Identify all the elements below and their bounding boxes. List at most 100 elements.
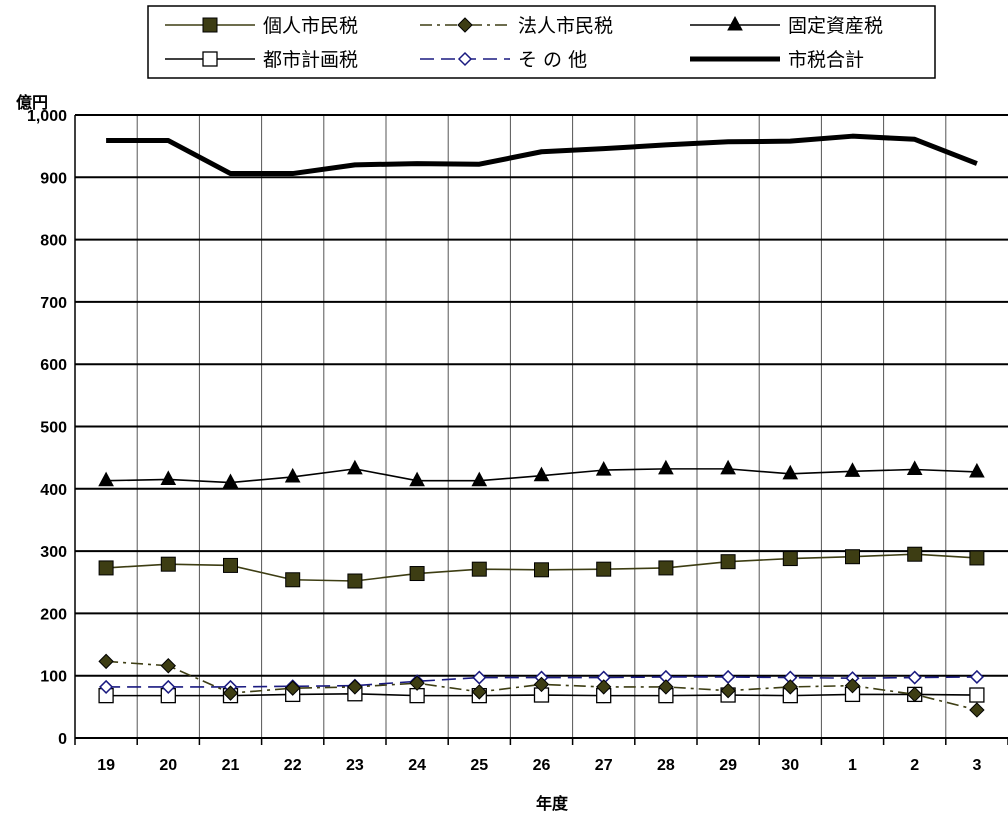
data-point <box>595 679 612 695</box>
data-point <box>284 467 301 483</box>
legend-label: 固定資産税 <box>788 15 883 37</box>
legend-marker <box>727 15 743 31</box>
data-point <box>969 462 985 478</box>
legend-box <box>147 5 936 79</box>
data-point <box>969 687 985 703</box>
data-point <box>720 459 736 475</box>
data-point <box>347 459 363 475</box>
legend-label: 都市計画税 <box>263 49 358 71</box>
data-point <box>347 679 363 695</box>
legend-item: 固定資産税 <box>690 15 883 37</box>
data-point <box>533 676 550 693</box>
data-point <box>471 471 488 487</box>
data-point <box>161 679 176 694</box>
series-lines <box>98 133 985 718</box>
data-point <box>906 686 923 703</box>
data-point <box>223 557 238 573</box>
y-tick-label: 800 <box>40 233 67 250</box>
data-point <box>720 554 736 570</box>
x-tick-label: 20 <box>159 757 177 774</box>
x-tick-label: 23 <box>346 757 364 774</box>
y-tick-label: 300 <box>40 544 67 561</box>
data-point <box>347 573 363 589</box>
series-line <box>106 676 977 688</box>
series-2 <box>98 459 985 489</box>
legend-marker <box>457 51 473 67</box>
legend-label: 法人市民税 <box>518 15 613 37</box>
y-tick-label: 100 <box>40 669 67 686</box>
x-tick-label: 29 <box>719 757 737 774</box>
x-tick-label: 3 <box>972 757 981 774</box>
x-tick-label: 2 <box>910 757 919 774</box>
data-point <box>721 669 736 685</box>
data-point <box>160 470 177 485</box>
y-tick-label: 200 <box>40 606 67 623</box>
data-point <box>160 658 177 674</box>
series-1 <box>98 653 985 718</box>
data-point <box>720 682 736 699</box>
grid-lines <box>75 114 1008 739</box>
data-point <box>99 679 114 694</box>
legend-item: そ の 他 <box>420 49 587 71</box>
data-point <box>782 679 799 695</box>
x-tick-label: 21 <box>222 757 240 774</box>
data-point <box>782 464 799 480</box>
x-tick-label: 28 <box>657 757 675 774</box>
axes <box>74 115 1008 745</box>
data-point <box>658 459 674 475</box>
data-point <box>98 560 114 576</box>
x-tick-label: 19 <box>97 757 115 774</box>
x-axis-title: 年度 <box>536 794 569 813</box>
data-point <box>98 471 114 487</box>
legend-marker <box>457 17 473 33</box>
y-tick-label: 500 <box>40 420 67 437</box>
data-point <box>284 680 301 696</box>
y-tick-label: 600 <box>40 357 67 374</box>
data-point <box>471 684 488 700</box>
data-point <box>658 679 674 695</box>
x-tick-label: 1 <box>848 757 857 774</box>
y-tick-label: 0 <box>58 731 67 748</box>
legend-item: 法人市民税 <box>420 15 613 37</box>
data-point <box>969 669 984 685</box>
y-tick-label: 1,000 <box>27 108 67 125</box>
data-point <box>98 653 114 670</box>
data-point <box>969 550 985 566</box>
data-point <box>409 566 425 582</box>
legend-item: 市税合計 <box>690 49 864 71</box>
data-point <box>471 561 487 577</box>
data-point <box>409 675 425 691</box>
data-point <box>845 549 860 565</box>
legend-label: 個人市民税 <box>263 15 358 37</box>
data-point <box>906 460 923 475</box>
y-axis-title: 億円 <box>16 93 48 112</box>
x-tick-label: 22 <box>284 757 302 774</box>
legend-item: 個人市民税 <box>165 15 358 37</box>
legend-label: 市税合計 <box>788 49 864 71</box>
data-point <box>782 551 798 567</box>
data-point <box>844 462 861 477</box>
x-tick-label: 25 <box>470 757 488 774</box>
data-point <box>222 685 239 701</box>
data-point <box>969 702 985 718</box>
legend-label: そ の 他 <box>518 49 587 71</box>
y-tick-label: 900 <box>40 170 67 187</box>
data-point <box>472 670 487 685</box>
x-tick-label: 24 <box>408 757 426 774</box>
data-point <box>907 546 923 562</box>
data-point <box>409 471 425 487</box>
x-tick-label: 26 <box>533 757 551 774</box>
x-tick-label: 30 <box>781 757 799 774</box>
data-point <box>595 461 612 476</box>
data-point <box>533 466 550 482</box>
data-point <box>222 473 239 489</box>
series-line <box>106 133 978 177</box>
data-point <box>285 572 301 588</box>
y-tick-label: 400 <box>40 482 67 499</box>
data-point <box>596 561 612 577</box>
data-point <box>534 562 549 578</box>
legend-marker <box>202 51 218 67</box>
series-5 <box>106 133 978 177</box>
